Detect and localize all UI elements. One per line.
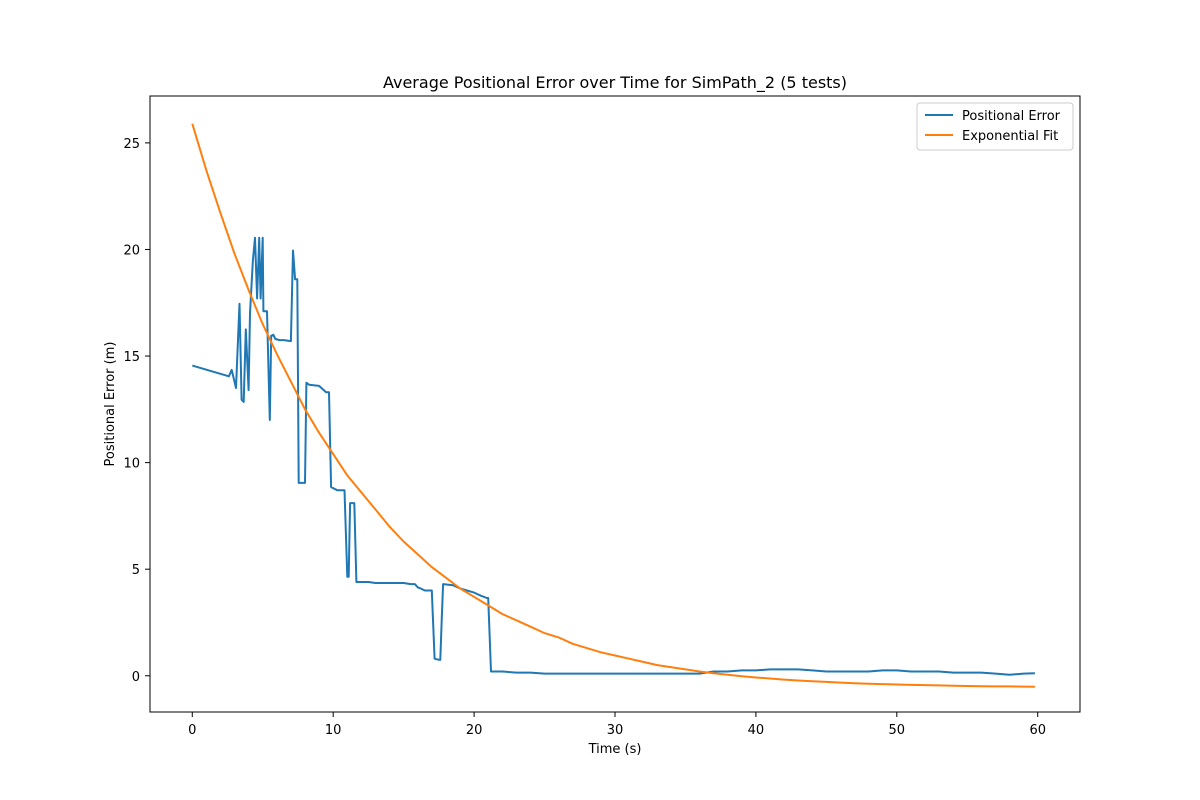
y-tick-label: 20 <box>123 243 140 258</box>
legend-label-positional-error: Positional Error <box>962 109 1061 124</box>
y-tick-label: 10 <box>123 457 140 472</box>
y-axis: 0 5 10 15 20 25 <box>123 137 150 685</box>
chart-title: Average Positional Error over Time for S… <box>383 73 847 93</box>
x-axis-label: Time (s) <box>588 742 642 757</box>
y-tick-label: 0 <box>132 670 140 685</box>
series-layer <box>191 123 1035 688</box>
legend-box <box>916 102 1074 151</box>
x-tick-label: 10 <box>325 723 342 738</box>
x-tick-label: 60 <box>1029 723 1046 738</box>
y-tick-label: 15 <box>123 350 140 365</box>
y-axis-label: Positional Error (m) <box>103 342 118 467</box>
series-line-exponential-fit <box>191 123 1035 688</box>
plot-area <box>149 95 1081 713</box>
x-axis: 0 10 20 30 40 50 60 <box>188 712 1046 738</box>
y-tick-label: 25 <box>123 137 140 152</box>
x-tick-label: 20 <box>466 723 483 738</box>
plot-frame <box>149 95 1081 713</box>
x-tick-label: 30 <box>607 723 624 738</box>
legend-label-exponential-fit: Exponential Fit <box>962 129 1058 144</box>
x-tick-label: 50 <box>889 723 906 738</box>
x-tick-label: 0 <box>188 723 196 738</box>
series-line-positional-error <box>192 236 1035 676</box>
x-tick-label: 40 <box>748 723 765 738</box>
y-tick-label: 5 <box>132 563 140 578</box>
legend: Positional Error Exponential Fit <box>916 102 1074 151</box>
